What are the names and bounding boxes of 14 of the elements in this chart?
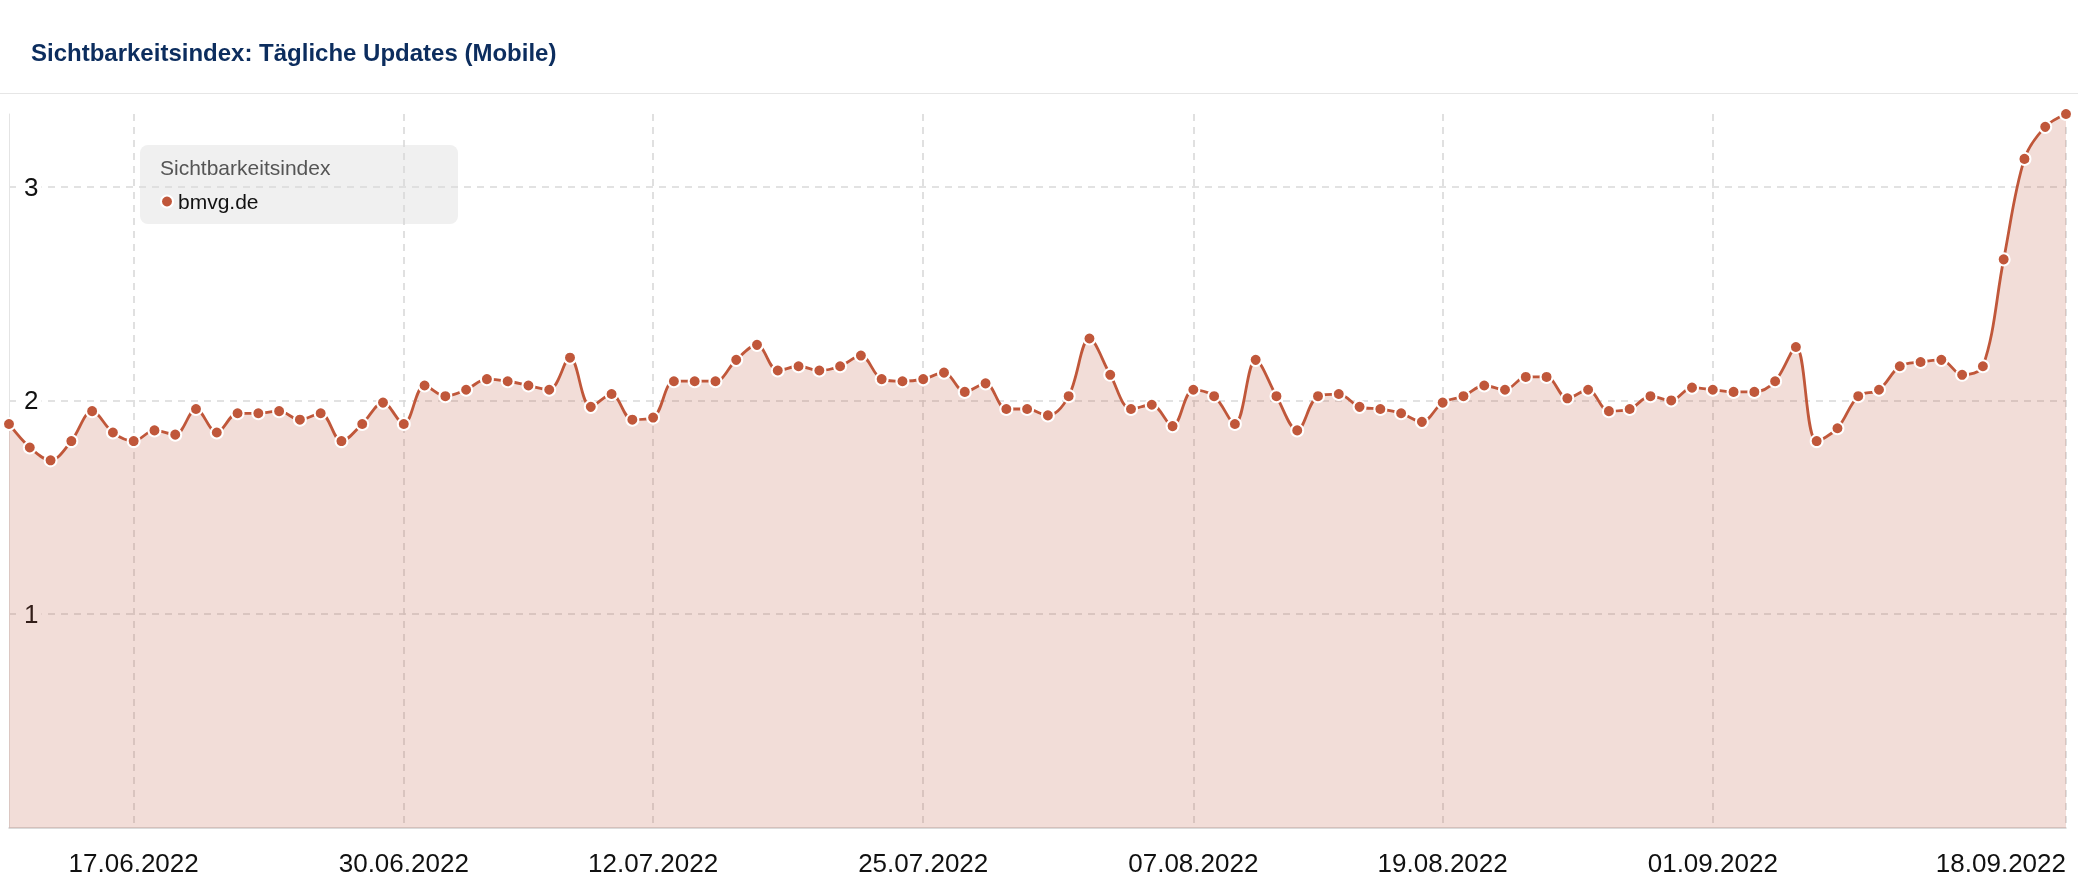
- x-tick-label: 01.09.2022: [1647, 848, 1778, 878]
- x-tick-label: 19.08.2022: [1377, 848, 1508, 878]
- x-tick-label: 17.06.2022: [68, 848, 199, 878]
- x-tick-label: 07.08.2022: [1128, 848, 1259, 878]
- chart-title: Sichtbarkeitsindex: Tägliche Updates (Mobile): [31, 38, 557, 67]
- y-tick-label: 2: [24, 385, 39, 416]
- legend-title: Sichtbarkeitsindex: [160, 156, 331, 179]
- x-tick-label: 18.09.2022: [1935, 848, 2066, 878]
- y-tick-label: 3: [24, 171, 39, 202]
- x-tick-label: 12.07.2022: [588, 848, 719, 878]
- y-tick-label: 1: [24, 599, 39, 630]
- legend-label: bmvg.de: [178, 190, 259, 213]
- x-tick-label: 25.07.2022: [858, 848, 989, 878]
- x-tick-label: 30.06.2022: [338, 848, 469, 878]
